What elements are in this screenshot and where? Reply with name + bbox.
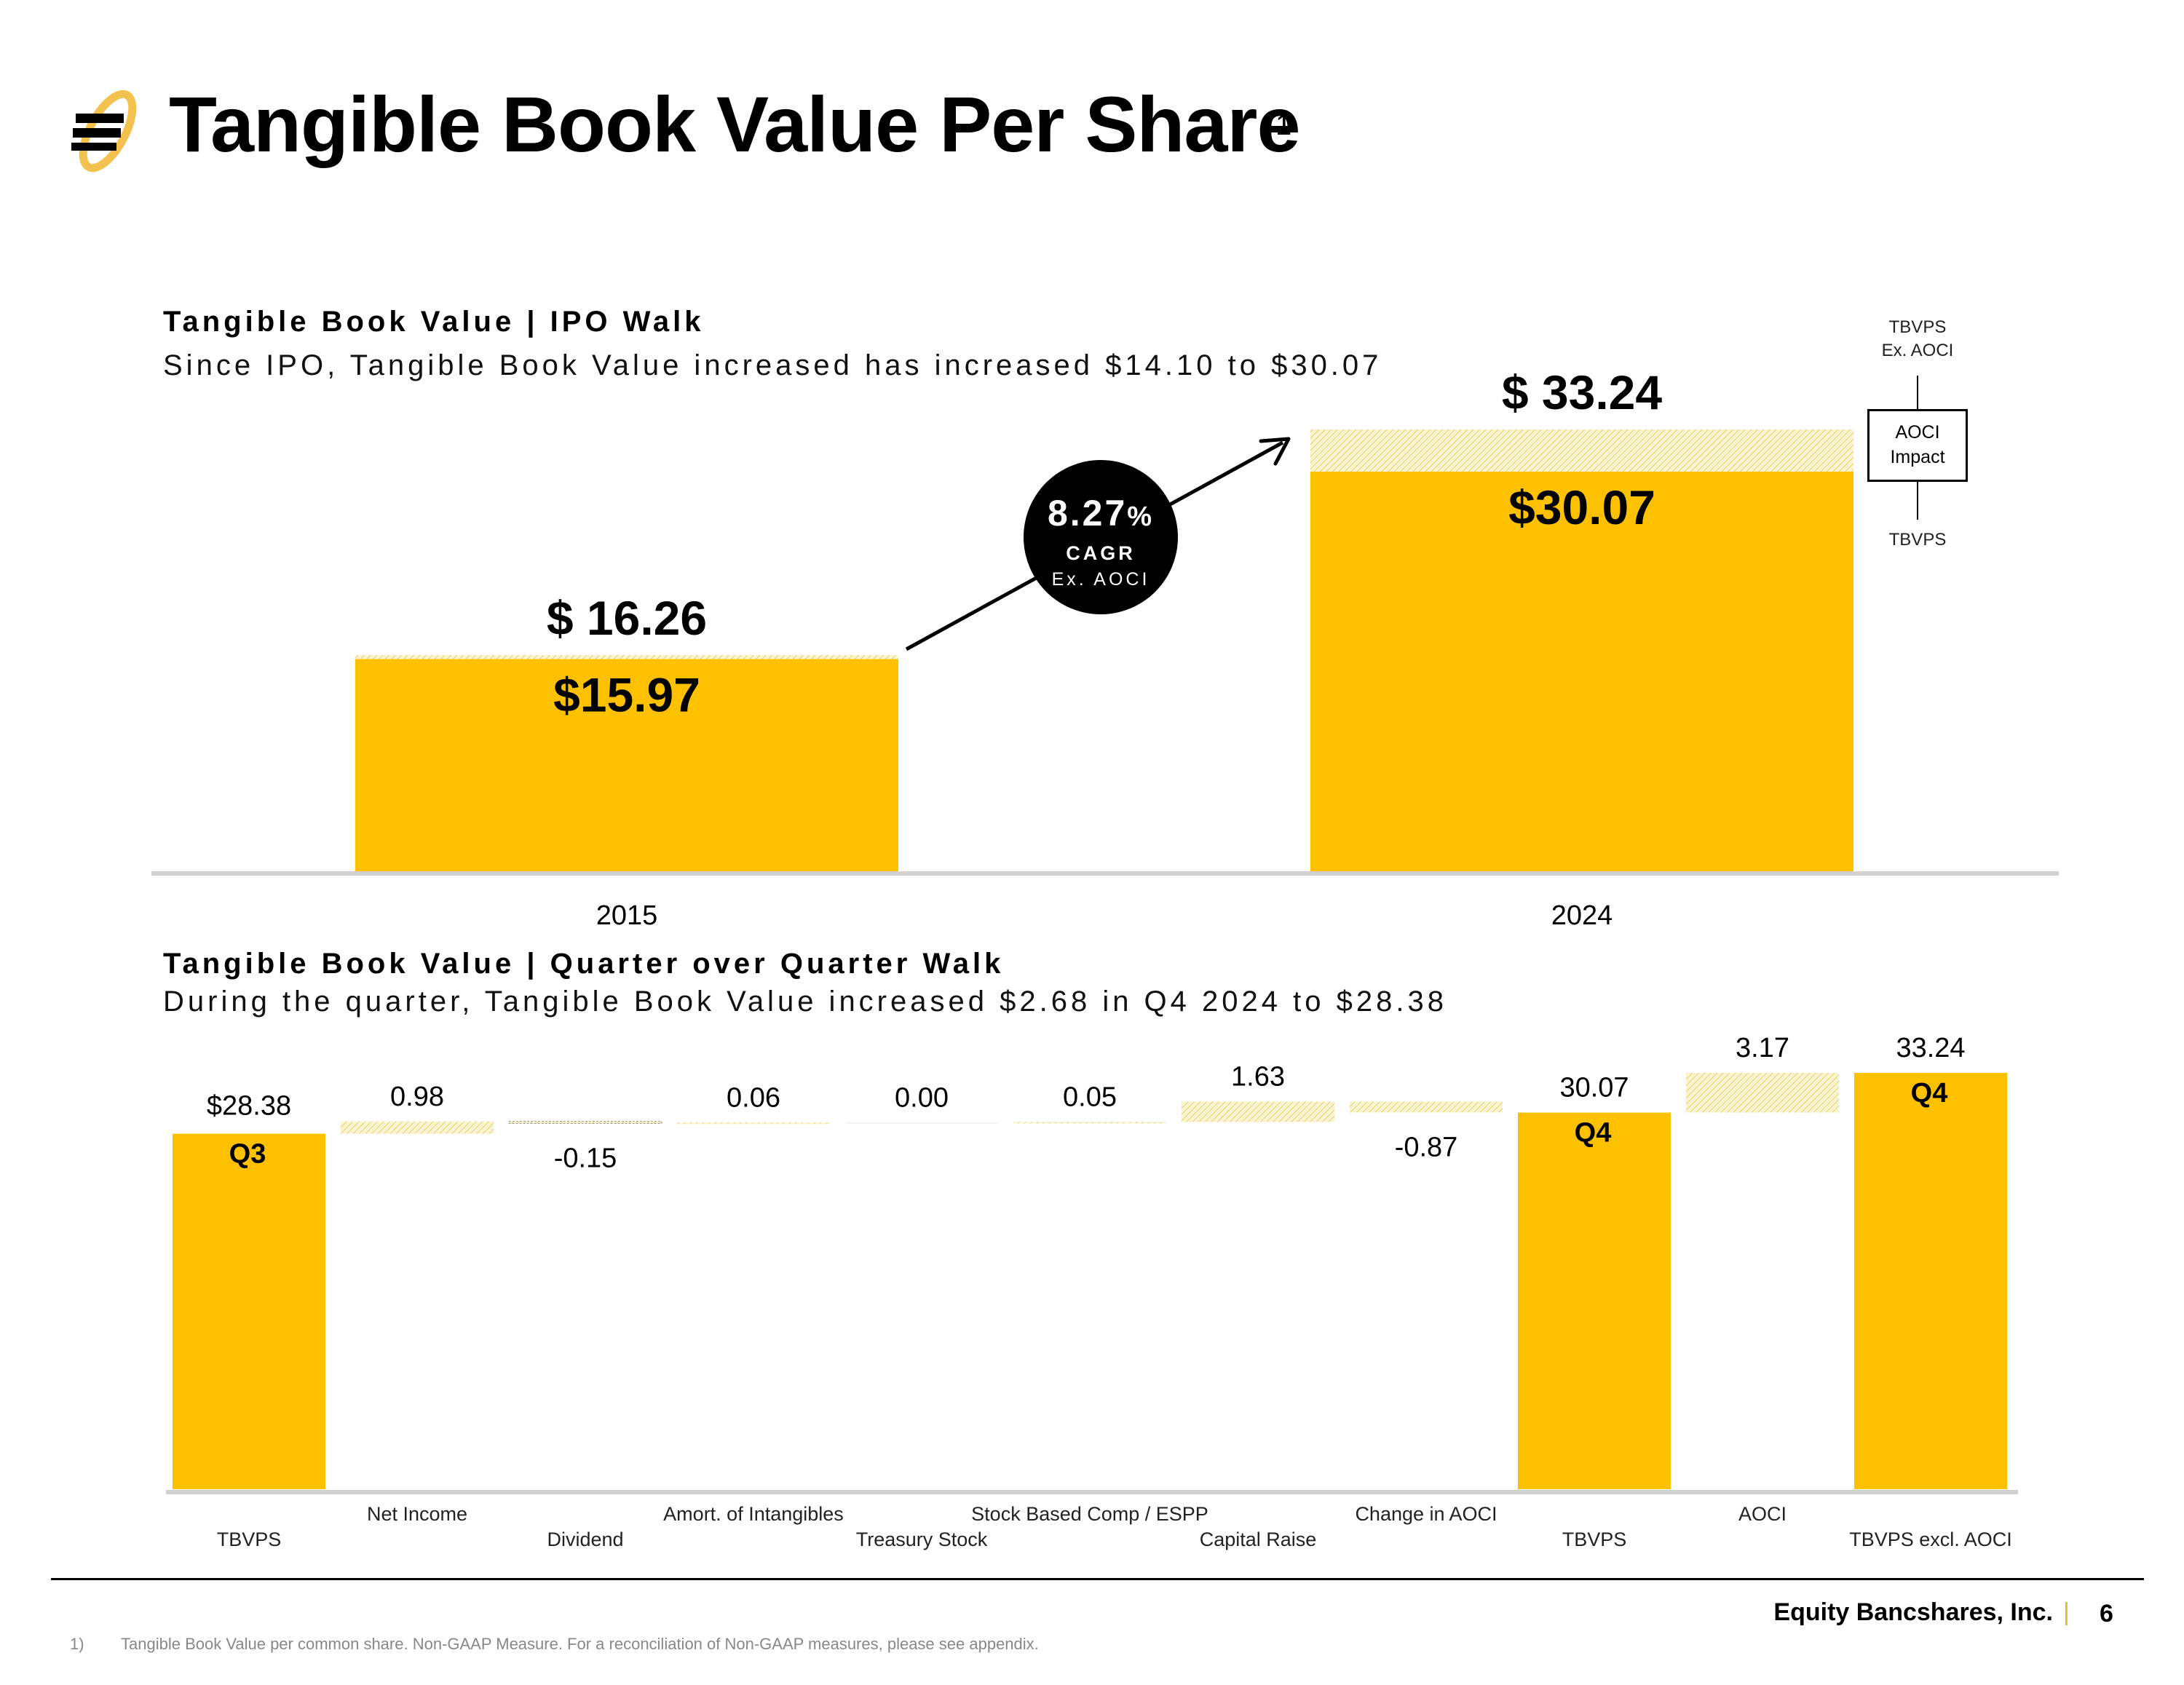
cagr-sublabel: Ex. AOCI <box>1052 569 1150 590</box>
x-tick-label: Amort. of Intangibles <box>663 1503 844 1525</box>
waterfall-bar <box>1518 1112 1671 1489</box>
company-name: Equity Bancshares, Inc. <box>1773 1598 2053 1626</box>
x-tick-label-2015: 2015 <box>596 900 658 931</box>
x-tick-label: Change in AOCI <box>1355 1503 1497 1525</box>
bar-tag-q4: Q4 <box>1911 1078 1948 1109</box>
waterfall-value-label: 0.00 <box>895 1082 949 1113</box>
legend-box-line2: Impact <box>1890 447 1945 467</box>
x-tick-label: Dividend <box>547 1529 623 1550</box>
cagr-badge: 8.27% CAGR Ex. AOCI <box>1024 460 1178 614</box>
waterfall-value-label: 30.07 <box>1559 1073 1629 1103</box>
qoq-walk-subtitle: During the quarter, Tangible Book Value … <box>163 986 1447 1018</box>
waterfall-bar <box>845 1122 998 1124</box>
footer-separator: | <box>2063 1598 2070 1626</box>
page-number: 6 <box>2100 1600 2113 1627</box>
waterfall-bar <box>1350 1101 1503 1113</box>
waterfall-value-label: 1.63 <box>1231 1061 1285 1092</box>
company-logo <box>71 90 137 173</box>
waterfall-bar <box>1013 1122 1166 1124</box>
waterfall-value-label: 3.17 <box>1736 1033 1789 1063</box>
footnote-number: 1) <box>70 1635 84 1653</box>
x-tick-label-2024: 2024 <box>1551 900 1613 931</box>
bar-value-label-2024: $30.07 <box>1508 480 1655 534</box>
qoq-walk-title: Tangible Book Value | Quarter over Quart… <box>163 948 1005 980</box>
legend-top-line2: Ex. AOCI <box>1881 341 1954 360</box>
waterfall-value-label: 0.06 <box>727 1082 780 1113</box>
x-tick-label: Treasury Stock <box>856 1529 988 1550</box>
legend-box-line1: AOCI <box>1895 422 1940 443</box>
waterfall-bar <box>677 1122 830 1125</box>
cagr-label: CAGR <box>1066 542 1136 564</box>
waterfall-bar <box>341 1121 494 1134</box>
bar-value-label-2015: $15.97 <box>553 667 700 721</box>
bar-total-label-2024: $ 33.24 <box>1502 365 1662 419</box>
bar-aoci-2024 <box>1310 429 1853 472</box>
footnote-text: Tangible Book Value per common share. No… <box>121 1635 1039 1653</box>
waterfall-value-label: 0.98 <box>390 1082 444 1112</box>
bar-tbvps-2015 <box>355 659 898 871</box>
x-tick-label: Stock Based Comp / ESPP <box>971 1503 1208 1525</box>
page-title: Tangible Book Value Per Share <box>169 80 1301 168</box>
ipo-walk-chart: $15.97 $ 16.26 2015 $30.07 $ 33.24 2024 8.27% C… <box>151 365 2059 931</box>
growth-arrow-head <box>1259 437 1291 466</box>
x-tick-label: Capital Raise <box>1200 1529 1317 1550</box>
qoq-walk-chart: $28.38 Q3 TBVPS 0.98 Net Income -0.15 Dividend… <box>166 1033 2018 1550</box>
legend-top-label: TBVPS Ex. AOCI <box>1845 317 1990 361</box>
waterfall-value-label: -0.15 <box>554 1143 617 1173</box>
waterfall-bar <box>173 1133 325 1489</box>
legend-top-line1: TBVPS <box>1888 317 1947 337</box>
ipo-walk-subtitle: Since IPO, Tangible Book Value increased… <box>163 349 1382 381</box>
x-tick-label: AOCI <box>1738 1503 1787 1525</box>
x-tick-label: TBVPS <box>1562 1529 1627 1550</box>
legend-aoci-box: AOCI Impact <box>1867 409 1968 482</box>
bar-aoci-2015 <box>355 655 898 659</box>
waterfall-value-label: $28.38 <box>207 1091 291 1122</box>
legend-bottom-label: TBVPS <box>1888 530 1947 550</box>
title-footnote-marker: 1 <box>1275 109 1292 141</box>
cagr-value: 8.27% <box>1048 493 1154 534</box>
waterfall-bar <box>1686 1073 1839 1113</box>
footer-divider <box>51 1578 2144 1580</box>
bar-tbvps-2024 <box>1310 471 1853 871</box>
legend-connector-bottom <box>1917 482 1918 520</box>
x-tick-label: TBVPS excl. AOCI <box>1849 1529 2012 1550</box>
waterfall-bar <box>1182 1101 1334 1122</box>
bar-tag-q4: Q4 <box>1575 1118 1612 1149</box>
x-tick-label: TBVPS <box>217 1529 282 1550</box>
waterfall-bar <box>1854 1073 2007 1489</box>
waterfall-value-label: 33.24 <box>1896 1033 1965 1063</box>
ipo-walk-title: Tangible Book Value | IPO Walk <box>163 306 705 338</box>
bar-tag-q3: Q3 <box>229 1139 266 1170</box>
x-tick-label: Net Income <box>367 1503 467 1525</box>
waterfall-bar <box>508 1121 662 1124</box>
waterfall-value-label: 0.05 <box>1063 1082 1117 1112</box>
waterfall-value-label: -0.87 <box>1395 1132 1458 1162</box>
legend-connector-top <box>1917 376 1918 409</box>
bar-total-label-2015: $ 16.26 <box>547 591 707 645</box>
